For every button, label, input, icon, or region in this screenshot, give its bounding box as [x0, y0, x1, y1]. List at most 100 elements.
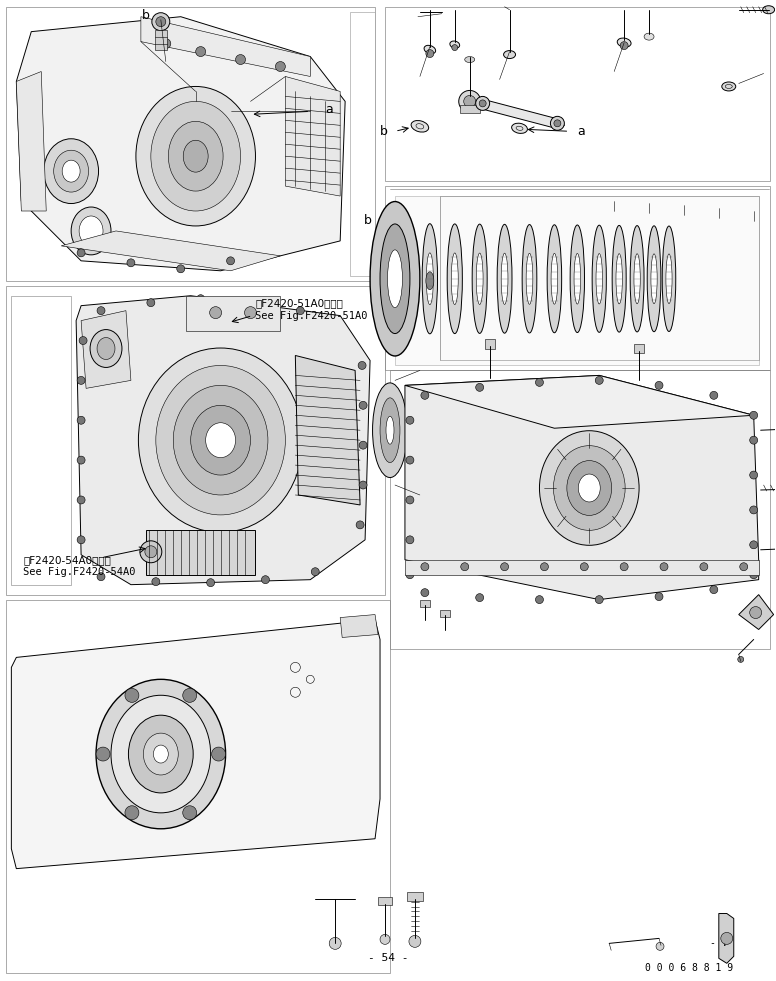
Ellipse shape: [380, 398, 400, 463]
Ellipse shape: [380, 224, 410, 334]
Polygon shape: [480, 98, 564, 129]
Circle shape: [359, 481, 367, 489]
Ellipse shape: [644, 33, 654, 40]
Ellipse shape: [426, 272, 434, 289]
Circle shape: [710, 586, 718, 594]
Text: 0 0 0 6 8 8 1 9: 0 0 0 6 8 8 1 9: [645, 963, 733, 973]
Circle shape: [182, 689, 196, 702]
Ellipse shape: [612, 226, 626, 333]
Ellipse shape: [173, 386, 268, 495]
Ellipse shape: [138, 348, 303, 533]
Circle shape: [620, 41, 628, 50]
Ellipse shape: [479, 100, 486, 107]
Ellipse shape: [156, 366, 286, 515]
Ellipse shape: [452, 253, 458, 304]
Ellipse shape: [144, 733, 178, 775]
Circle shape: [296, 307, 304, 315]
Circle shape: [406, 496, 414, 504]
Ellipse shape: [763, 6, 774, 14]
Ellipse shape: [54, 150, 88, 192]
Ellipse shape: [656, 943, 664, 951]
Ellipse shape: [411, 121, 428, 132]
Ellipse shape: [129, 715, 193, 793]
Circle shape: [476, 594, 483, 601]
Polygon shape: [81, 311, 131, 388]
Text: - .: - .: [710, 939, 728, 949]
Polygon shape: [16, 17, 345, 271]
Ellipse shape: [651, 254, 657, 304]
Polygon shape: [405, 560, 759, 575]
Polygon shape: [719, 913, 734, 963]
Circle shape: [161, 38, 171, 49]
Circle shape: [329, 938, 341, 950]
Circle shape: [125, 689, 139, 702]
Polygon shape: [296, 355, 360, 505]
Ellipse shape: [90, 330, 122, 368]
Ellipse shape: [464, 95, 476, 107]
Circle shape: [595, 595, 603, 603]
Circle shape: [750, 506, 757, 514]
Circle shape: [750, 471, 757, 479]
Ellipse shape: [634, 254, 640, 304]
Circle shape: [275, 62, 286, 72]
Circle shape: [206, 579, 215, 587]
Polygon shape: [185, 295, 280, 331]
Ellipse shape: [553, 445, 625, 531]
Circle shape: [196, 46, 206, 57]
Circle shape: [97, 307, 105, 315]
Circle shape: [196, 294, 205, 303]
Ellipse shape: [426, 253, 433, 305]
Ellipse shape: [79, 216, 103, 246]
Text: b: b: [364, 215, 372, 228]
Circle shape: [740, 563, 748, 571]
Circle shape: [147, 298, 155, 307]
Ellipse shape: [450, 41, 459, 48]
Ellipse shape: [62, 160, 80, 182]
Ellipse shape: [617, 38, 631, 47]
Ellipse shape: [476, 96, 490, 111]
Text: b: b: [142, 9, 150, 23]
Ellipse shape: [596, 253, 602, 304]
Bar: [146, 530, 255, 575]
Circle shape: [125, 805, 139, 820]
Bar: [459, 105, 480, 114]
Ellipse shape: [647, 226, 661, 332]
Circle shape: [77, 456, 85, 464]
Ellipse shape: [96, 679, 226, 829]
Ellipse shape: [422, 224, 438, 334]
Circle shape: [79, 336, 87, 344]
Bar: [407, 892, 423, 901]
Circle shape: [182, 805, 196, 820]
Ellipse shape: [154, 746, 168, 763]
Ellipse shape: [574, 253, 580, 304]
Polygon shape: [405, 376, 759, 599]
Circle shape: [127, 259, 135, 267]
Ellipse shape: [511, 124, 528, 133]
Text: b: b: [380, 125, 388, 137]
Ellipse shape: [111, 696, 210, 813]
Ellipse shape: [472, 224, 487, 334]
Text: See Fig.F2420-51A0: See Fig.F2420-51A0: [255, 311, 368, 321]
Ellipse shape: [447, 224, 462, 334]
Polygon shape: [739, 594, 774, 630]
Ellipse shape: [97, 337, 115, 359]
Ellipse shape: [539, 431, 639, 545]
Ellipse shape: [497, 225, 512, 334]
Circle shape: [212, 748, 226, 761]
Ellipse shape: [152, 13, 170, 30]
Text: 第F2420-51A0図参照: 第F2420-51A0図参照: [255, 298, 343, 309]
Bar: [385, 186, 770, 371]
Ellipse shape: [191, 405, 251, 475]
Ellipse shape: [424, 45, 435, 54]
Text: a: a: [577, 125, 585, 137]
Ellipse shape: [476, 253, 483, 304]
Bar: [155, 29, 167, 50]
Text: - 54 -: - 54 -: [368, 954, 408, 963]
Circle shape: [77, 496, 85, 504]
Circle shape: [750, 571, 757, 579]
Circle shape: [96, 748, 110, 761]
Circle shape: [359, 401, 367, 409]
Circle shape: [660, 563, 668, 571]
Circle shape: [77, 377, 85, 385]
Polygon shape: [141, 17, 310, 77]
